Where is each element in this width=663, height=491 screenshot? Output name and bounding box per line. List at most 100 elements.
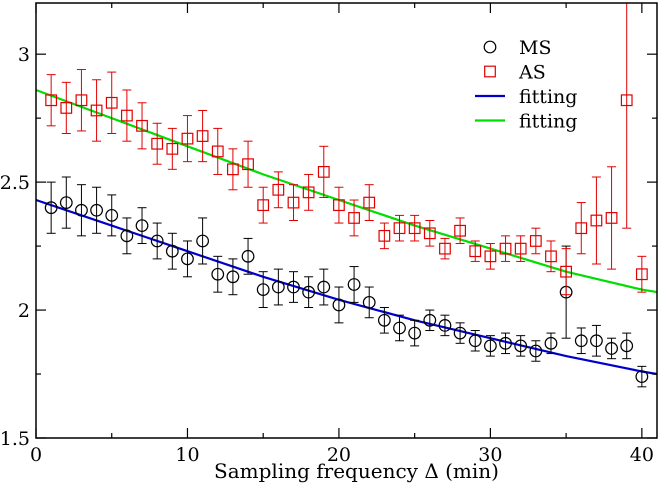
series-as bbox=[45, 3, 648, 296]
data-point-circle bbox=[620, 339, 634, 353]
x-tick-label: 30 bbox=[478, 444, 502, 466]
data-point-square bbox=[120, 109, 133, 122]
data-point-square bbox=[272, 183, 285, 196]
data-point-circle bbox=[635, 370, 649, 383]
data-point-square bbox=[363, 196, 376, 209]
x-tick-label: 40 bbox=[630, 444, 654, 466]
data-point-circle bbox=[514, 339, 528, 353]
data-point-square bbox=[348, 212, 360, 224]
data-point-circle bbox=[226, 270, 240, 284]
y-tick-label: 2 bbox=[18, 300, 30, 322]
data-point-square bbox=[211, 145, 224, 158]
data-point-circle bbox=[317, 280, 331, 294]
data-point-circle bbox=[196, 234, 210, 248]
x-tick-label: 10 bbox=[175, 444, 199, 466]
data-point-square bbox=[575, 222, 588, 235]
data-point-circle bbox=[332, 298, 346, 312]
x-axis-title: Sampling frequency Δ (min) bbox=[214, 459, 499, 483]
data-point-square bbox=[605, 212, 618, 224]
legend-marker-square bbox=[484, 65, 496, 78]
legend-marker-circle bbox=[483, 40, 497, 54]
data-point-circle bbox=[287, 280, 300, 294]
data-point-square bbox=[196, 130, 209, 142]
data-point-circle bbox=[241, 249, 255, 263]
data-point-square bbox=[560, 265, 573, 278]
data-point-square bbox=[75, 94, 88, 107]
data-point-circle bbox=[105, 208, 119, 222]
data-point-circle bbox=[544, 336, 558, 350]
data-point-circle bbox=[256, 283, 270, 296]
y-tick-label: 2.5 bbox=[0, 172, 30, 194]
data-point-square bbox=[499, 242, 512, 255]
data-point-square bbox=[590, 214, 603, 227]
data-point-circle bbox=[271, 280, 285, 294]
data-point-circle bbox=[438, 319, 452, 332]
data-point-square bbox=[317, 165, 330, 178]
plot-content bbox=[36, 3, 657, 388]
data-point-circle bbox=[211, 267, 225, 281]
data-point-square bbox=[423, 227, 436, 240]
data-point-circle bbox=[605, 342, 618, 355]
data-point-circle bbox=[408, 326, 422, 340]
data-point-square bbox=[529, 235, 542, 247]
data-point-circle bbox=[302, 285, 316, 299]
data-point-circle bbox=[59, 196, 73, 209]
data-point-square bbox=[136, 119, 148, 132]
data-point-square bbox=[151, 137, 164, 150]
data-point-circle bbox=[75, 203, 88, 217]
legend-label: AS bbox=[518, 62, 546, 84]
data-point-square bbox=[514, 242, 527, 255]
data-point-square bbox=[378, 229, 391, 242]
data-point-circle bbox=[423, 313, 437, 327]
data-point-square bbox=[545, 250, 557, 263]
data-point-circle bbox=[393, 321, 406, 335]
legend-label: MS bbox=[519, 37, 551, 59]
data-point-square bbox=[166, 142, 179, 155]
data-point-square bbox=[105, 96, 118, 109]
data-point-square bbox=[90, 104, 103, 117]
axes: 0 10 20 30 40 1.5 2 2.5 3 bbox=[0, 3, 657, 466]
x-tick-label: 20 bbox=[327, 444, 351, 466]
data-point-square bbox=[635, 268, 648, 281]
data-point-circle bbox=[377, 313, 391, 327]
data-point-square bbox=[242, 158, 254, 171]
data-point-square bbox=[408, 222, 421, 235]
data-point-circle bbox=[135, 219, 149, 233]
data-point-square bbox=[227, 163, 239, 176]
data-point-circle bbox=[347, 278, 361, 291]
data-point-square bbox=[45, 94, 58, 107]
fitting-line bbox=[36, 198, 657, 376]
data-point-circle bbox=[529, 344, 543, 358]
data-point-circle bbox=[120, 229, 134, 243]
data-point-square bbox=[469, 245, 482, 258]
data-point-circle bbox=[590, 334, 603, 348]
data-point-square bbox=[484, 250, 497, 263]
data-point-circle bbox=[574, 334, 588, 348]
data-point-circle bbox=[44, 201, 58, 215]
data-point-circle bbox=[499, 336, 512, 350]
y-tick-label: 1.5 bbox=[0, 428, 30, 450]
data-point-circle bbox=[150, 234, 164, 248]
data-point-square bbox=[333, 199, 345, 212]
data-point-circle bbox=[453, 326, 467, 340]
data-point-square bbox=[287, 196, 300, 209]
data-point-circle bbox=[362, 295, 376, 309]
series-ms bbox=[44, 176, 649, 388]
fitting-line bbox=[36, 88, 657, 294]
data-point-square bbox=[257, 199, 270, 212]
data-point-circle bbox=[90, 203, 103, 217]
y-tick-label: 3 bbox=[18, 44, 30, 66]
plot-frame bbox=[35, 2, 658, 439]
legend-label: fitting bbox=[519, 86, 577, 108]
data-point-square bbox=[620, 94, 633, 107]
data-point-square bbox=[439, 242, 451, 255]
data-point-square bbox=[181, 132, 194, 145]
data-point-square bbox=[454, 224, 466, 237]
data-point-circle bbox=[181, 252, 194, 266]
data-point-circle bbox=[165, 244, 179, 258]
data-point-square bbox=[393, 222, 406, 235]
data-point-circle bbox=[468, 334, 482, 348]
